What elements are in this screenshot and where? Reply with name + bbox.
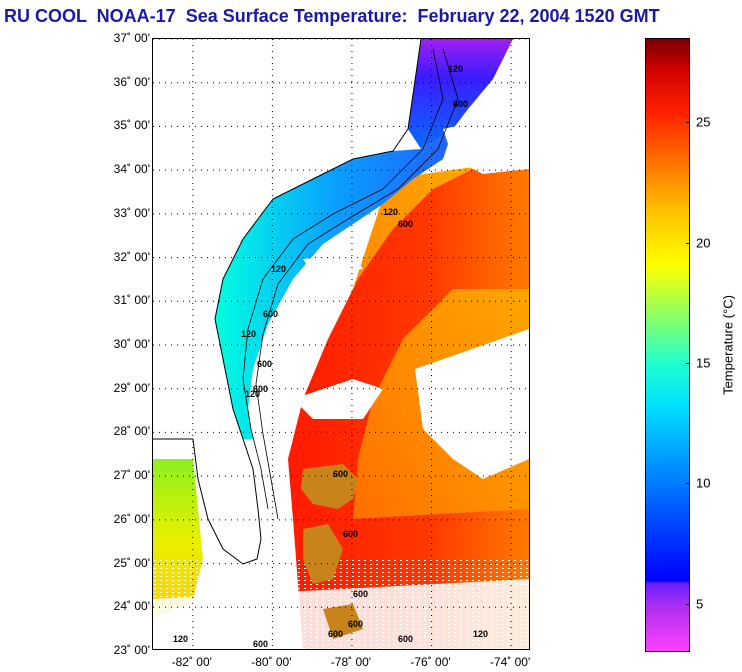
latitude-label: 27˚ 00' (113, 468, 150, 483)
colorbar-tick-label: 5 (696, 596, 704, 612)
isobath-120 (242, 48, 444, 510)
temperature-colorbar (645, 38, 690, 652)
longitude-label: -80˚ 00' (251, 655, 292, 669)
isobath-label: 120 (448, 64, 463, 74)
latitude-label: 29˚ 00' (113, 380, 150, 395)
isobath-label: 600 (348, 619, 363, 629)
gulf-stream (288, 149, 529, 649)
isobath-label: 600 (257, 359, 272, 369)
isobath-label: 120 (245, 389, 260, 399)
latitude-label: 36˚ 00' (113, 74, 150, 89)
colorbar-tick-mark (686, 363, 690, 365)
colorbar-tick-label: 10 (696, 475, 711, 491)
latitude-label: 34˚ 00' (113, 162, 150, 177)
isobath-labels: 1206001206001206001206001206006006006006… (173, 64, 488, 649)
isobath-label: 600 (253, 639, 268, 649)
latitude-label: 26˚ 00' (113, 511, 150, 526)
isobath-label: 600 (328, 629, 343, 639)
latitude-label: 31˚ 00' (113, 293, 150, 308)
longitude-label: -78˚ 00' (330, 655, 372, 669)
cloud-patch (303, 254, 363, 274)
latitude-label: 32˚ 00' (113, 249, 150, 264)
bahamas-bank (323, 604, 363, 639)
colorbar-tick-label: 25 (696, 114, 711, 130)
isobath-label: 600 (398, 634, 413, 644)
longitude-label: -74˚ 00' (489, 655, 531, 669)
latitude-label: 25˚ 00' (113, 555, 150, 570)
bahamas-bank (301, 464, 358, 509)
colorbar-tick-mark (686, 603, 690, 605)
isobath-label: 600 (253, 384, 268, 394)
latitude-label: 35˚ 00' (113, 118, 150, 133)
latitude-label: 28˚ 00' (113, 424, 150, 439)
isobath-label: 120 (271, 264, 286, 274)
us-mainland (153, 39, 421, 564)
latitude-label: 24˚ 00' (113, 599, 150, 614)
sst-map-canvas: 1206001206001206001206001206006006006006… (153, 39, 529, 649)
isobath-label: 120 (241, 329, 256, 339)
cloud-patch (293, 379, 383, 419)
longitude-label: -76˚ 00' (410, 655, 451, 669)
isobath-label: 600 (333, 469, 348, 479)
colorbar-axis-label: Temperature (°C) (720, 295, 736, 395)
bahamas-bank (303, 524, 343, 584)
sst-map: 120 600 120 600 120 600 120 600 120 600 600 600 600 6… (152, 38, 530, 650)
colorbar-tick-mark (686, 122, 690, 124)
map-title: RU COOL NOAA-17 Sea Surface Temperature:… (4, 6, 660, 26)
isobath-label: 120 (473, 629, 488, 639)
isobath-label: 600 (353, 589, 368, 599)
colorbar-tick-mark (686, 242, 690, 244)
latitude-label: 37˚ 00' (113, 31, 150, 45)
colorbar-tick-mark (686, 483, 690, 485)
isobath-600 (255, 48, 459, 520)
isobath-label: 600 (263, 309, 278, 319)
isobath-label: 600 (343, 529, 358, 539)
colorbar-tick-label: 20 (696, 235, 711, 251)
latitude-label: 33˚ 00' (113, 205, 150, 220)
cloud-patch (443, 109, 529, 174)
coastline (153, 39, 422, 565)
colorbar-tick-label: 15 (696, 355, 711, 371)
isobath-label: 600 (453, 99, 468, 109)
isobath-label: 600 (398, 219, 413, 229)
longitude-label: -82˚ 00' (171, 655, 212, 669)
latitude-label: 23˚ 00' (113, 643, 150, 657)
isobath-label: 120 (173, 634, 188, 644)
continental-shelf-water (215, 129, 453, 439)
isobath-label: 120 (383, 207, 398, 217)
cloud-patch (415, 329, 529, 479)
florida-peninsula (193, 439, 261, 564)
latitude-label: 30˚ 00' (113, 337, 150, 351)
